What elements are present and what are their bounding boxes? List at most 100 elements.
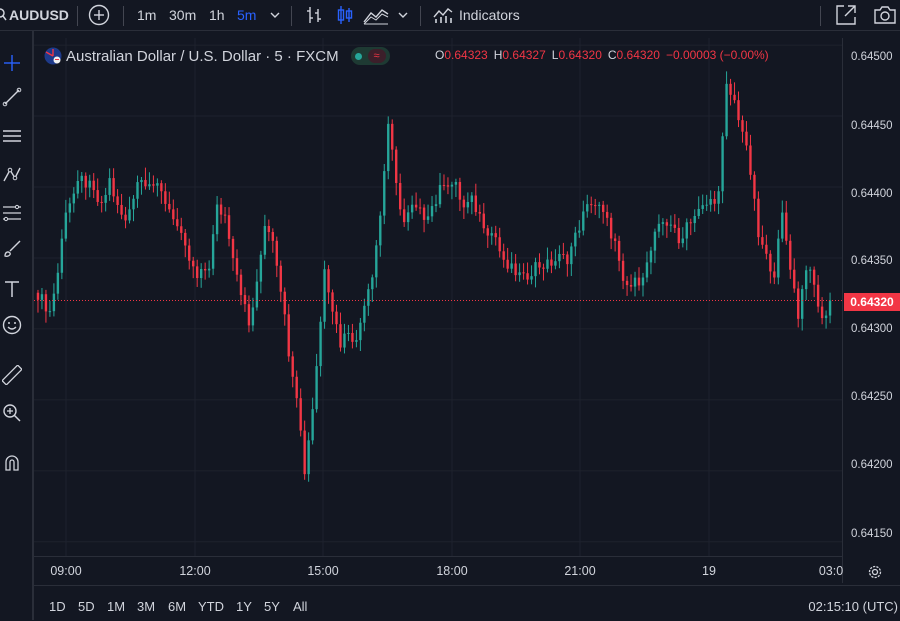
candle-body <box>709 198 712 205</box>
bar-style-button[interactable] <box>305 0 323 30</box>
range-1d[interactable]: 1D <box>49 599 66 614</box>
candle-body <box>506 259 509 269</box>
emoji-tool[interactable] <box>0 313 24 337</box>
range-5d[interactable]: 5D <box>78 599 95 614</box>
interval-30m[interactable]: 30m <box>169 7 197 23</box>
candle-body <box>538 262 541 268</box>
interval-1m[interactable]: 1m <box>137 7 157 23</box>
candle-body <box>721 136 724 192</box>
candle-body <box>824 315 828 319</box>
area-style-button[interactable] <box>363 0 389 30</box>
candle-body <box>685 222 688 239</box>
range-1m[interactable]: 1M <box>107 599 126 614</box>
interval-5m-active[interactable]: 5m <box>237 7 257 23</box>
candle-body <box>613 238 617 241</box>
candle-body <box>80 175 83 181</box>
settings-button[interactable] <box>867 564 883 583</box>
horizontal-lines-tool[interactable] <box>0 124 24 148</box>
candle-body <box>454 181 458 185</box>
price-axis[interactable]: 0.64500 0.64450 0.64400 0.64350 0.64300 … <box>842 38 900 583</box>
drawing-toolbar <box>0 31 34 620</box>
snapshot-button[interactable] <box>873 0 897 30</box>
top-toolbar: AUDUSD 1m 30m 1h 5m Indicators <box>0 0 900 31</box>
candle-body <box>681 238 684 244</box>
candle-body <box>418 207 422 209</box>
candle-body <box>522 272 525 274</box>
candle-body <box>112 178 115 197</box>
low-value: 0.64320 <box>558 48 602 62</box>
time-tick: 19 <box>702 564 716 578</box>
utc-clock[interactable]: 02:15:10 (UTC) <box>808 599 898 614</box>
candle-body <box>343 333 346 348</box>
crosshair-tool[interactable] <box>0 51 24 75</box>
interval-1h[interactable]: 1h <box>209 7 225 23</box>
zoom-tool[interactable] <box>0 401 24 425</box>
interval-dropdown[interactable] <box>270 0 280 30</box>
price-tick: 0.64450 <box>851 120 893 132</box>
symbol-search-button[interactable]: AUDUSD <box>0 0 69 30</box>
candle-body <box>741 120 744 132</box>
candle-body <box>601 204 605 212</box>
candle-body <box>550 259 553 266</box>
candle-body <box>132 198 135 210</box>
fib-tool[interactable] <box>0 201 24 225</box>
toolbar-divider <box>420 6 421 26</box>
candle-body <box>753 174 756 199</box>
candle-body <box>590 204 593 206</box>
candle-body <box>199 268 203 279</box>
market-status-pill[interactable]: ≈ <box>350 47 390 65</box>
magnet-tool[interactable] <box>0 451 24 475</box>
candle-body <box>820 306 824 319</box>
candle-body <box>450 184 454 187</box>
range-all[interactable]: All <box>293 599 308 614</box>
brush-tool[interactable] <box>0 237 24 261</box>
high-value: 0.64327 <box>502 48 546 62</box>
toolbar-divider <box>77 6 78 26</box>
candle-body <box>446 185 450 187</box>
fullscreen-button[interactable] <box>835 0 857 30</box>
candlestick-chart[interactable] <box>34 38 842 556</box>
candles <box>36 71 832 482</box>
candle-body <box>510 263 513 269</box>
status-dot-icon <box>354 52 362 60</box>
range-3m[interactable]: 3M <box>137 599 156 614</box>
candle-body <box>689 222 692 224</box>
candle-body <box>534 262 537 277</box>
horizontal-lines-icon <box>3 130 21 142</box>
candle-body <box>609 217 613 239</box>
range-5y[interactable]: 5Y <box>264 599 280 614</box>
candle-body <box>92 180 95 191</box>
pattern-tool[interactable] <box>0 163 24 187</box>
range-1y[interactable]: 1Y <box>236 599 252 614</box>
chart-type-dropdown[interactable] <box>398 0 408 30</box>
candle-body <box>761 237 764 245</box>
candle-body <box>76 180 79 194</box>
chevron-down-icon <box>398 12 408 18</box>
candles-style-button[interactable] <box>336 0 354 30</box>
candle-body <box>629 285 633 287</box>
text-icon <box>5 281 19 297</box>
time-axis[interactable]: 09:00 12:00 15:00 18:00 21:00 19 03:0 <box>34 556 843 585</box>
ruler-icon <box>2 365 22 385</box>
candle-body <box>351 332 354 342</box>
candle-body <box>677 227 681 244</box>
text-tool[interactable] <box>0 277 24 301</box>
candle-body <box>120 204 123 215</box>
range-6m[interactable]: 6M <box>168 599 187 614</box>
candle-body <box>371 277 374 290</box>
candle-body <box>582 211 585 231</box>
candle-body <box>558 253 561 262</box>
candle-body <box>124 214 127 221</box>
candle-body <box>259 254 263 282</box>
smiley-icon <box>2 315 22 335</box>
candle-body <box>144 179 147 187</box>
bottom-toolbar: 1D 5D 1M 3M 6M YTD 1Y 5Y All 02:15:10 (U… <box>34 585 900 621</box>
indicators-button[interactable]: Indicators <box>433 0 520 30</box>
candle-body <box>458 181 462 200</box>
range-ytd[interactable]: YTD <box>198 599 224 614</box>
measure-tool[interactable] <box>0 363 24 387</box>
candle-body <box>180 226 183 233</box>
trendline-tool[interactable] <box>0 85 24 109</box>
compare-add-button[interactable] <box>88 0 110 30</box>
candle-body <box>303 430 306 475</box>
